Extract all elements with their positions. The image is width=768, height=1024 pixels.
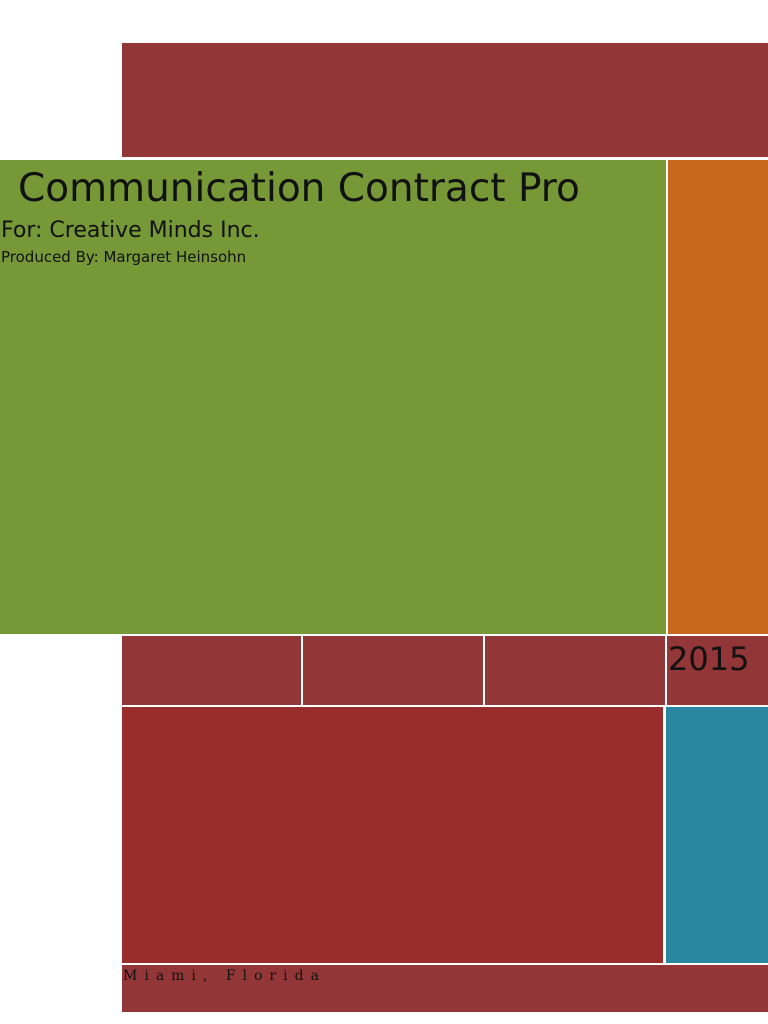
orange-accent-panel	[668, 160, 768, 634]
strip-block-2	[303, 636, 483, 705]
document-location: Miami, Florida	[123, 968, 326, 984]
bottom-color-band	[122, 965, 768, 1012]
document-year: 2015	[668, 640, 750, 678]
year-block	[667, 636, 768, 705]
strip-block-3	[485, 636, 665, 705]
top-color-band	[122, 43, 768, 157]
title-panel	[0, 160, 666, 634]
teal-accent-block	[666, 707, 768, 963]
document-subtitle: For: Creative Minds Inc.	[1, 218, 260, 243]
strip-block-1	[122, 636, 301, 705]
document-producer: Produced By: Margaret Heinsohn	[1, 248, 247, 266]
main-color-block	[122, 707, 663, 963]
document-title: Communication Contract Pro	[18, 166, 580, 211]
